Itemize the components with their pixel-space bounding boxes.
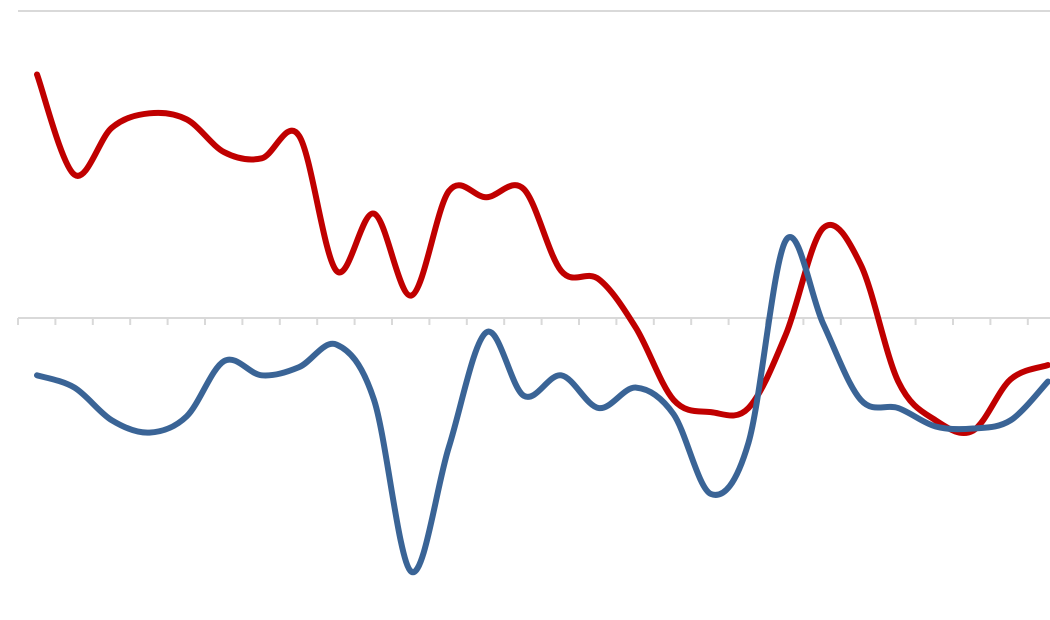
series-line-2 — [34, 234, 1050, 575]
series-group — [34, 71, 1050, 575]
series-line-1 — [34, 71, 1050, 436]
